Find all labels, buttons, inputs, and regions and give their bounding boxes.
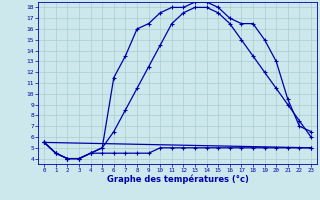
X-axis label: Graphe des températures (°c): Graphe des températures (°c) — [107, 175, 249, 184]
